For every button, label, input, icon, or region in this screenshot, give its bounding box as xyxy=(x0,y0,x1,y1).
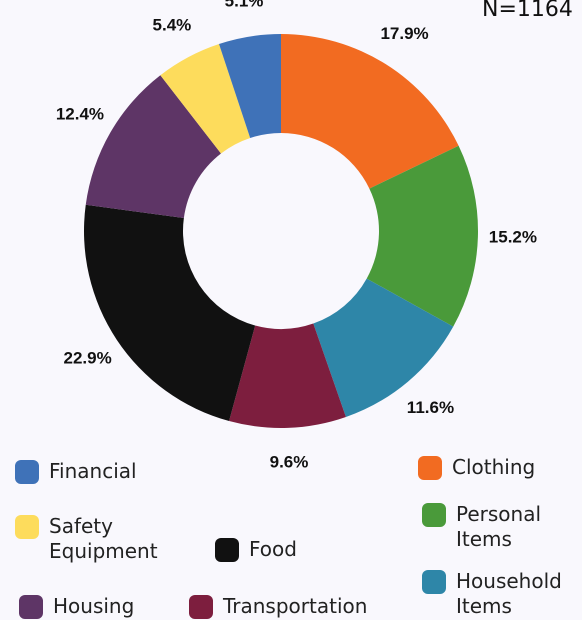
legend-label: Financial xyxy=(49,459,137,483)
legend-item: Safety Equipment xyxy=(15,514,158,564)
legend-swatch xyxy=(215,538,239,562)
legend-item: Household Items xyxy=(422,569,576,619)
legend-swatch xyxy=(422,503,446,527)
value-label: 5.4% xyxy=(153,16,192,35)
legend-item: Clothing xyxy=(418,455,535,480)
slice xyxy=(160,44,251,154)
value-label: 5.1% xyxy=(225,0,264,10)
value-label: 9.6% xyxy=(270,452,309,471)
legend-item: Food xyxy=(215,537,297,562)
slice xyxy=(366,145,479,327)
legend-label: Safety Equipment xyxy=(49,514,158,563)
legend-label: Personal Items xyxy=(456,502,542,551)
legend-swatch xyxy=(19,595,43,619)
value-label: 11.6% xyxy=(407,398,454,417)
legend-item: Financial xyxy=(15,459,137,484)
legend-swatch xyxy=(422,570,446,594)
legend-item: Personal Items xyxy=(422,502,556,552)
legend-label: Household Items xyxy=(456,569,562,618)
value-label: 15.2% xyxy=(489,227,537,246)
legend-swatch xyxy=(15,460,39,484)
legend-swatch xyxy=(189,595,213,619)
slice xyxy=(313,278,454,417)
legend-item: Transportation xyxy=(189,594,367,619)
annotation: N=1164 xyxy=(482,0,573,22)
slice xyxy=(85,75,221,218)
legend-swatch xyxy=(15,515,39,539)
legend-item: Housing xyxy=(19,594,134,619)
legend-label: Transportation xyxy=(223,594,368,618)
slice xyxy=(219,34,281,138)
legend-label: Clothing xyxy=(452,455,536,479)
legend-label: Food xyxy=(249,537,297,561)
value-label: 12.4% xyxy=(56,105,104,124)
slice xyxy=(84,204,256,422)
slice xyxy=(229,323,346,428)
value-label: 22.9% xyxy=(64,349,112,368)
legend-label: Housing xyxy=(53,594,135,618)
value-label: 17.9% xyxy=(380,24,428,43)
slice xyxy=(281,34,459,189)
legend-swatch xyxy=(418,456,442,480)
